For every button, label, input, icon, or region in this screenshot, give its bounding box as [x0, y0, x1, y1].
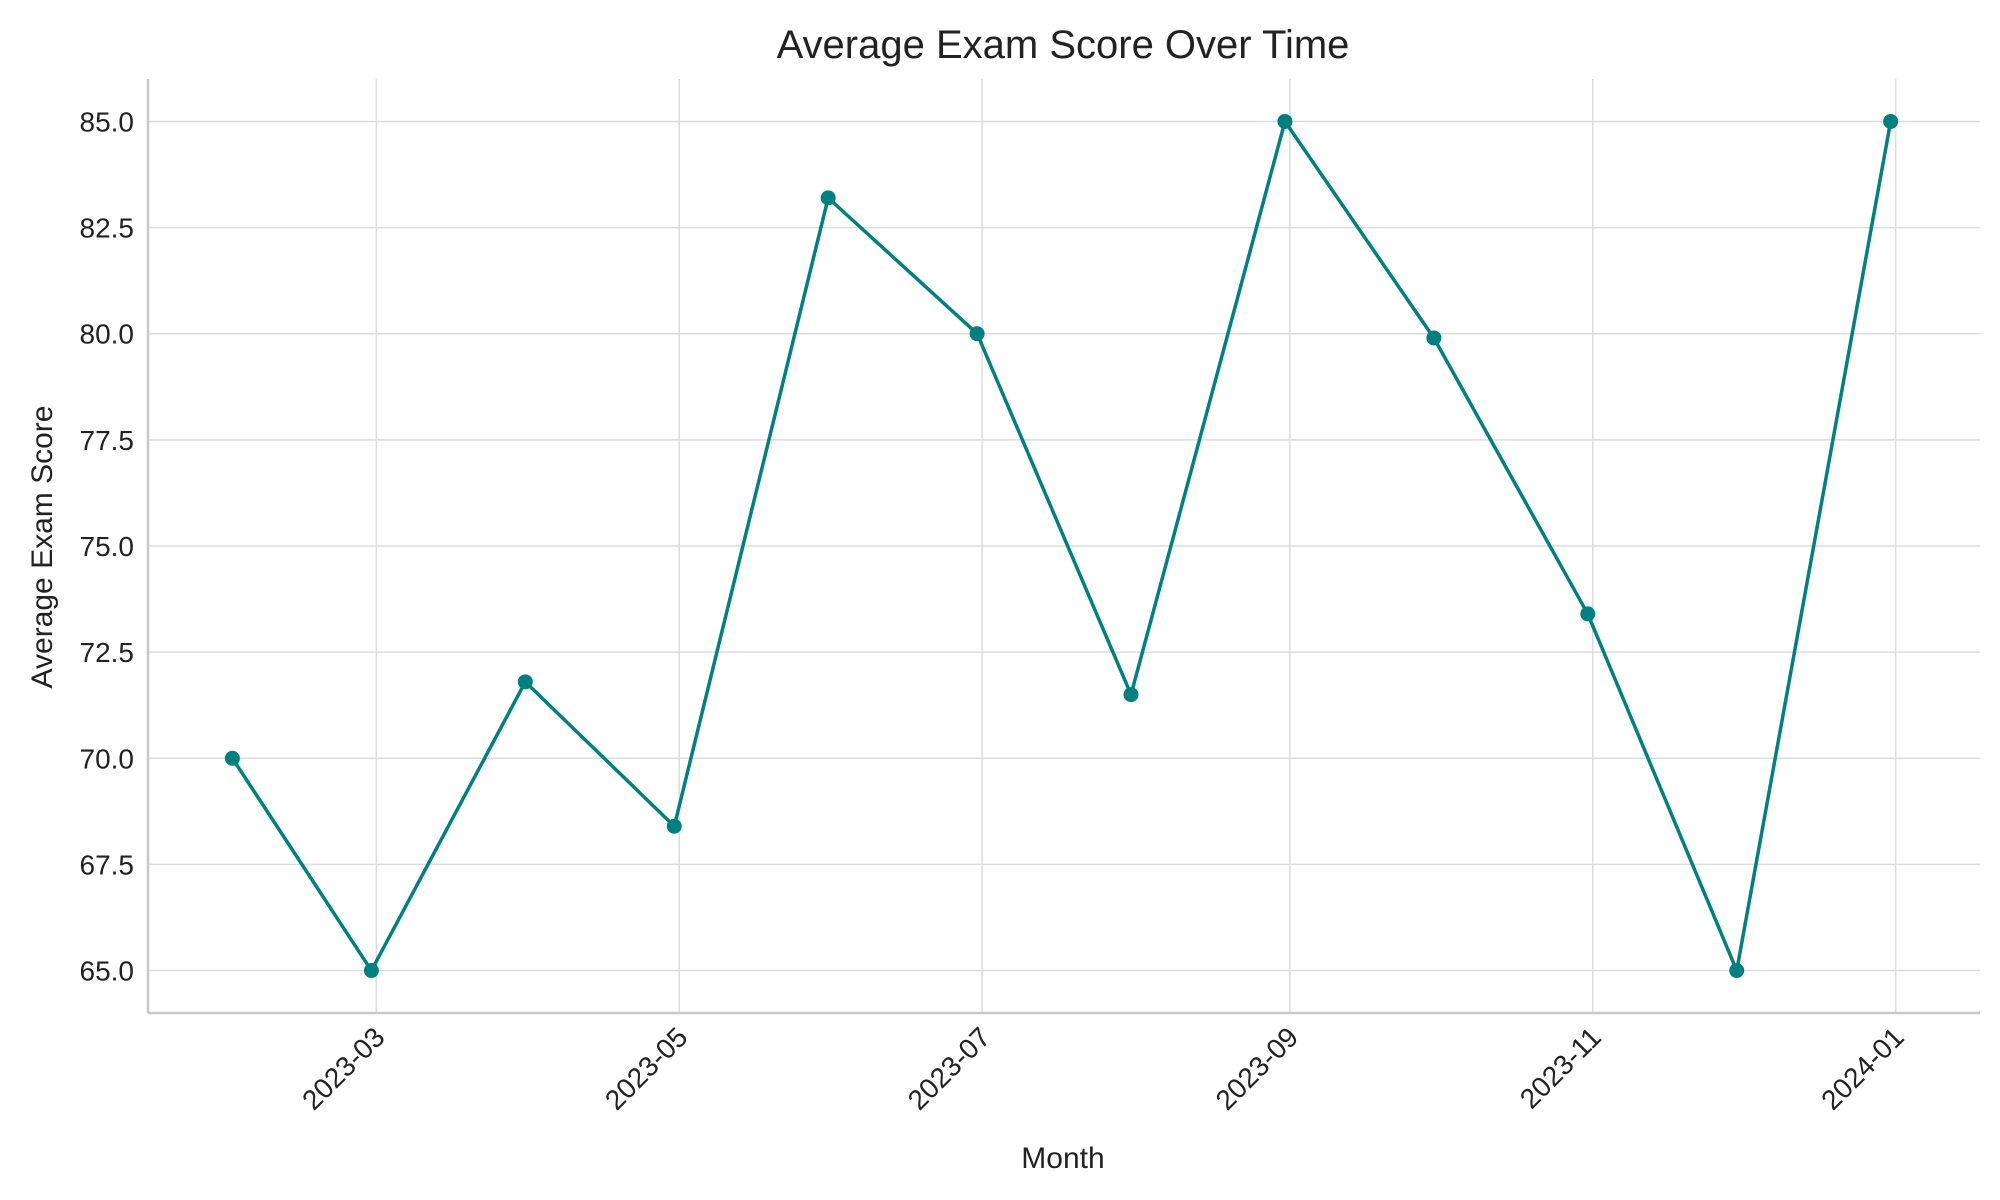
x-tick-label: 2024-01	[1815, 1021, 1910, 1116]
y-tick-label: 82.5	[80, 213, 135, 244]
y-tick-label: 67.5	[80, 849, 135, 880]
data-point	[969, 326, 985, 342]
data-point	[1123, 687, 1139, 703]
y-tick-label: 65.0	[80, 956, 135, 987]
x-tick-label: 2023-03	[296, 1021, 391, 1116]
data-point	[1426, 330, 1442, 346]
data-point	[363, 963, 379, 979]
data-point	[820, 190, 836, 206]
y-tick-label: 77.5	[80, 425, 135, 456]
x-tick-label: 2023-05	[599, 1021, 694, 1116]
data-point	[1883, 113, 1899, 129]
x-tick-label: 2023-09	[1210, 1021, 1305, 1116]
series-line	[230, 119, 1893, 973]
y-tick-label: 85.0	[80, 106, 135, 137]
y-axis-label: Average Exam Score	[26, 406, 59, 689]
data-point	[1277, 113, 1293, 129]
y-tick-label: 75.0	[80, 531, 135, 562]
chart-title: Average Exam Score Over Time	[777, 23, 1350, 67]
x-tick-label: 2023-11	[1514, 1021, 1607, 1114]
series-layer	[224, 113, 1899, 979]
y-tick-label: 70.0	[80, 743, 135, 774]
y-tick-label: 80.0	[80, 319, 135, 350]
data-point	[666, 818, 682, 834]
grid	[148, 79, 1980, 1013]
data-point	[224, 750, 240, 766]
x-tick-label: 2023-07	[902, 1021, 997, 1116]
data-point	[517, 674, 533, 690]
data-point	[1580, 606, 1596, 622]
x-axis-label: Month	[1021, 1142, 1104, 1175]
data-point	[1729, 963, 1745, 979]
y-tick-label: 72.5	[80, 637, 135, 668]
